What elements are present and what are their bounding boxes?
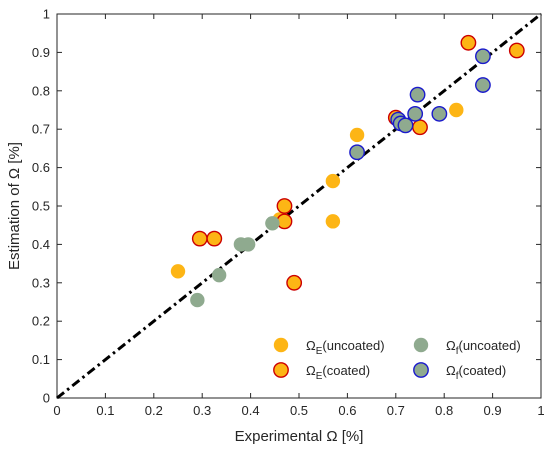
x-tick-label: 0.6 (338, 403, 356, 418)
legend-marker (273, 362, 289, 378)
data-point (240, 237, 256, 252)
legend-marker (413, 362, 429, 378)
y-tick-label: 0.9 (32, 45, 50, 60)
legend: ΩE(uncoated) ΩE(coated) Ωf(uncoated) Ωf(coa… (273, 337, 521, 382)
reference-line-y-equals-x (56, 12, 542, 400)
data-point (276, 198, 293, 214)
data-point (397, 117, 414, 134)
data-point (475, 77, 491, 93)
legend-label: ΩE(uncoated) (306, 338, 385, 357)
x-tick-label: 0.7 (387, 403, 405, 418)
series-3 (349, 48, 491, 161)
data-point (286, 274, 303, 291)
data-point (211, 267, 227, 283)
legend-marker (413, 337, 429, 353)
x-axis-title: Experimental Ω [%] (235, 428, 364, 445)
y-tick-label: 0.4 (32, 237, 50, 252)
x-tick-label: 0.9 (484, 403, 502, 418)
data-point (191, 230, 208, 247)
series-2 (190, 216, 280, 308)
y-tick-label: 0.3 (32, 275, 50, 290)
data-point (325, 214, 341, 229)
x-tick-label: 0 (53, 403, 60, 418)
data-point (431, 105, 448, 122)
y-tick-label: 0.7 (32, 122, 50, 137)
y-tick-label: 0.5 (32, 199, 50, 214)
data-point (170, 264, 186, 279)
data-point (349, 144, 365, 161)
y-tick-label: 0.8 (32, 83, 50, 98)
y-tick-label: 0.2 (32, 314, 50, 329)
data-point (508, 42, 525, 59)
data-point (460, 34, 477, 51)
data-point (190, 292, 205, 308)
x-tick-label: 0.4 (242, 403, 260, 418)
data-point (449, 102, 464, 118)
legend-label: ΩE(coated) (306, 363, 370, 382)
x-tick-label: 0.1 (96, 403, 114, 418)
data-point (265, 216, 280, 231)
y-tick-label: 0.1 (32, 352, 50, 367)
data-point (325, 173, 341, 189)
x-tick-label: 0.2 (145, 403, 163, 418)
legend-label: Ωf(coated) (446, 363, 506, 382)
data-point (475, 48, 491, 65)
data-point (409, 86, 426, 103)
legend-marker (273, 337, 289, 353)
data-point (407, 105, 424, 122)
plot-area: 0 0.1 0.2 0.3 0.4 0.5 0.6 0.7 0.8 0.9 1 0 0.1 0.2 0.3 0… (6, 7, 545, 446)
x-tick-label: 0.8 (435, 403, 453, 418)
y-tick-label: 0 (43, 391, 50, 406)
x-tick-label: 0.5 (290, 403, 308, 418)
data-point (206, 230, 223, 247)
data-point (412, 119, 428, 136)
data-point (276, 213, 293, 230)
y-tick-label: 0.6 (32, 160, 50, 175)
legend-label: Ωf(uncoated) (446, 338, 521, 357)
y-axis-title: Estimation of Ω [%] (6, 142, 23, 270)
y-tick-label: 1 (43, 7, 50, 22)
x-tick-label: 0.3 (193, 403, 211, 418)
x-tick-label: 1 (537, 403, 544, 418)
data-point (349, 127, 365, 143)
series-1 (191, 34, 525, 291)
